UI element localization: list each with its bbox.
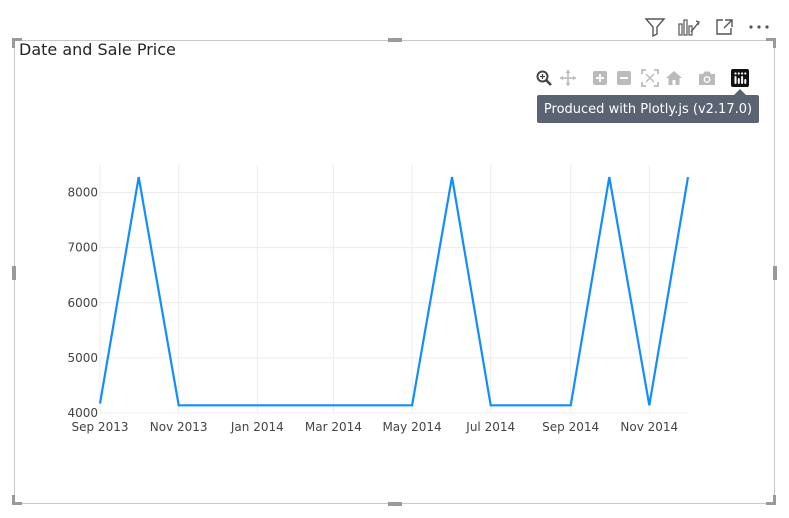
resize-handle-left[interactable] [12,266,16,280]
resize-handle-bottom-left[interactable] [12,502,22,505]
chart-title: Date and Sale Price [19,40,176,59]
more-options-icon[interactable] [746,14,772,40]
drill-icon[interactable] [676,14,702,40]
autoscale-icon[interactable] [640,68,660,88]
zoom-icon[interactable] [534,68,554,88]
resize-handle-top-left-v[interactable] [12,38,15,48]
plotly-logo-icon[interactable] [730,68,750,88]
plotly-tooltip: Produced with Plotly.js (v2.17.0) [537,95,759,123]
resize-handle-top-right[interactable] [766,38,776,41]
resize-handle-bottom-right-v[interactable] [773,495,776,505]
focus-mode-icon[interactable] [712,14,738,40]
reset-axes-icon[interactable] [664,68,684,88]
filter-icon[interactable] [642,14,668,40]
resize-handle-right[interactable] [773,266,777,280]
tooltip-arrow [734,89,746,95]
resize-handle-bottom-right[interactable] [766,502,776,505]
zoom-out-icon[interactable] [614,68,634,88]
resize-handle-bottom[interactable] [388,502,402,506]
resize-handle-bottom-left-v[interactable] [12,495,15,505]
plotly-modebar [532,68,752,90]
resize-handle-top-right-v[interactable] [773,38,776,48]
resize-handle-top-left[interactable] [12,38,22,41]
camera-icon[interactable] [697,68,717,88]
zoom-in-icon[interactable] [590,68,610,88]
pan-icon[interactable] [558,68,578,88]
visual-header [640,14,776,40]
resize-handle-top[interactable] [388,38,402,42]
